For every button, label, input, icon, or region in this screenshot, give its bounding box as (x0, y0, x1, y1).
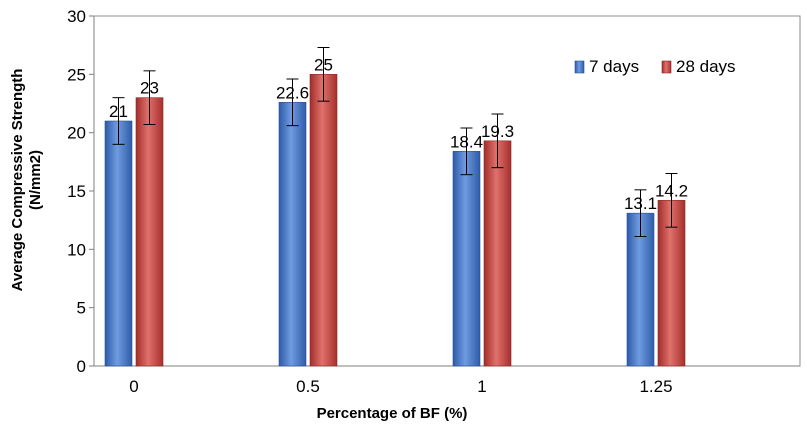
legend: 7 days 28 days (574, 57, 736, 76)
y-tick-label: 25 (67, 65, 86, 84)
y-tick-label: 15 (67, 182, 86, 201)
bar-28-days-0.5 (309, 74, 338, 367)
data-label: 22.6 (276, 83, 309, 102)
data-label: 18.4 (450, 132, 483, 151)
y-tick-label: 0 (77, 357, 86, 376)
legend-swatch-7-days (574, 60, 585, 74)
x-tick-label: 1 (477, 377, 486, 396)
y-axis-title-line-1: Average Compressive Strength (9, 69, 26, 292)
x-tick-label: 1.25 (639, 377, 672, 396)
y-axis-title: Average Compressive Strength (N/mm2) (9, 69, 44, 292)
data-label: 21 (109, 102, 128, 121)
bar-28-days-1.25 (657, 200, 686, 367)
plot-area: 0 5 10 15 20 25 30 0 21 23 0.5 22.6 25 1 18.419.3 1.25 1… (67, 7, 801, 396)
data-label: 23 (140, 79, 159, 98)
data-label: 25 (314, 55, 333, 74)
legend-label-28-days: 28 days (676, 57, 736, 76)
bar-28-days-0 (135, 97, 164, 367)
y-tick-label: 20 (67, 124, 86, 143)
legend-label-7-days: 7 days (589, 57, 639, 76)
data-label: 13.1 (624, 194, 657, 213)
y-axis-title-line-2: (N/mm2) (27, 150, 44, 210)
y-tick-label: 30 (67, 7, 86, 26)
y-tick-label: 10 (67, 240, 86, 259)
data-label: 19.3 (481, 122, 514, 141)
x-tick-label: 0 (129, 377, 138, 396)
legend-swatch-28-days (661, 60, 672, 74)
bar-7-days-0 (104, 120, 133, 367)
x-axis-title: Percentage of BF (%) (317, 405, 468, 422)
x-tick-label: 0.5 (296, 377, 320, 396)
y-tick-label: 5 (77, 299, 86, 318)
bar-7-days-1.25 (626, 212, 655, 367)
bar-28-days-1 (483, 140, 512, 367)
bar-7-days-0.5 (278, 102, 307, 367)
bar-7-days-1 (452, 151, 481, 367)
data-label: 14.2 (655, 181, 688, 200)
